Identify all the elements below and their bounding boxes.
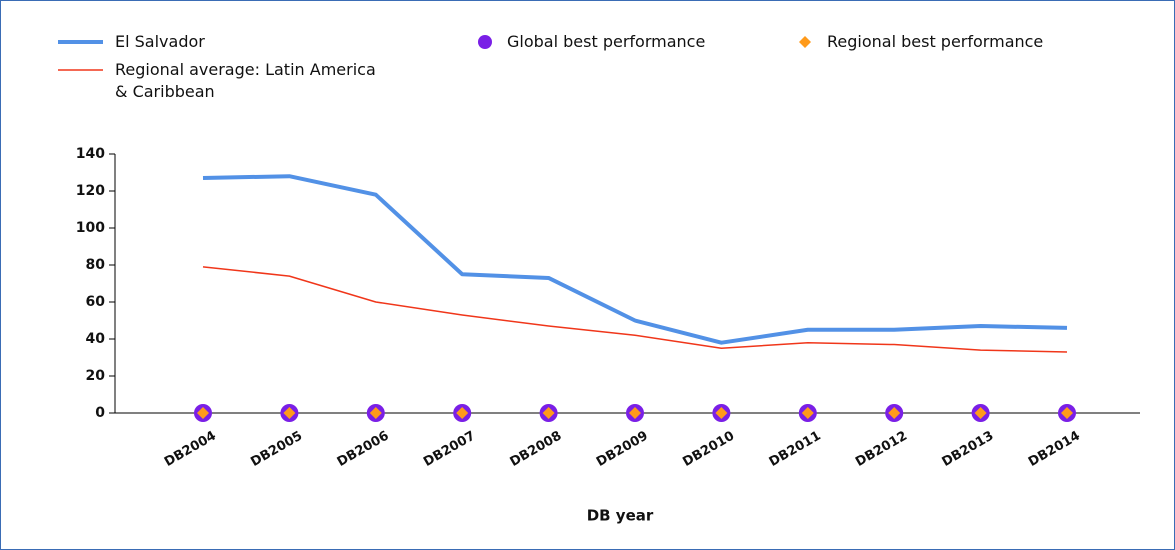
- x-tick-label: DB2014: [1026, 429, 1083, 470]
- x-tick-label: DB2006: [335, 429, 392, 470]
- y-tick-label: 60: [86, 294, 106, 310]
- point: [283, 407, 296, 419]
- x-tick-label: DB2007: [421, 429, 478, 470]
- x-axis-title: DB year: [587, 507, 654, 525]
- legend-label: Regional average: Latin America & Caribb…: [115, 60, 376, 101]
- x-tick-label: DB2004: [162, 429, 219, 470]
- point: [1061, 407, 1073, 419]
- x-tick-label: DB2009: [594, 429, 651, 470]
- y-tick-label: 100: [76, 220, 105, 236]
- x-tick-label: DB2012: [853, 429, 910, 470]
- point: [542, 407, 555, 419]
- legend-marker: [799, 36, 811, 48]
- point: [197, 407, 209, 419]
- point: [715, 407, 728, 419]
- point: [974, 407, 987, 419]
- series-line: [202, 266, 1068, 353]
- x-tick-label: DB2008: [508, 429, 565, 470]
- y-tick-label: 120: [76, 183, 105, 199]
- x-tick-label: DB2010: [680, 429, 737, 470]
- point: [801, 407, 814, 419]
- y-tick-label: 40: [86, 331, 106, 347]
- legend-label: Global best performance: [507, 32, 706, 51]
- legend-marker: [478, 35, 492, 49]
- point: [629, 407, 641, 419]
- series-line: [202, 174, 1068, 345]
- legend-label: Regional best performance: [827, 32, 1044, 51]
- y-tick-label: 20: [86, 368, 106, 384]
- point: [369, 407, 382, 419]
- x-tick-label: DB2005: [248, 429, 305, 470]
- y-tick-label: 0: [95, 405, 105, 421]
- y-tick-label: 80: [86, 257, 106, 273]
- point: [888, 407, 901, 419]
- legend-label: El Salvador: [115, 32, 205, 51]
- x-tick-label: DB2011: [767, 429, 824, 470]
- point: [456, 407, 469, 419]
- x-tick-label: DB2013: [940, 429, 997, 470]
- y-tick-label: 140: [76, 146, 105, 162]
